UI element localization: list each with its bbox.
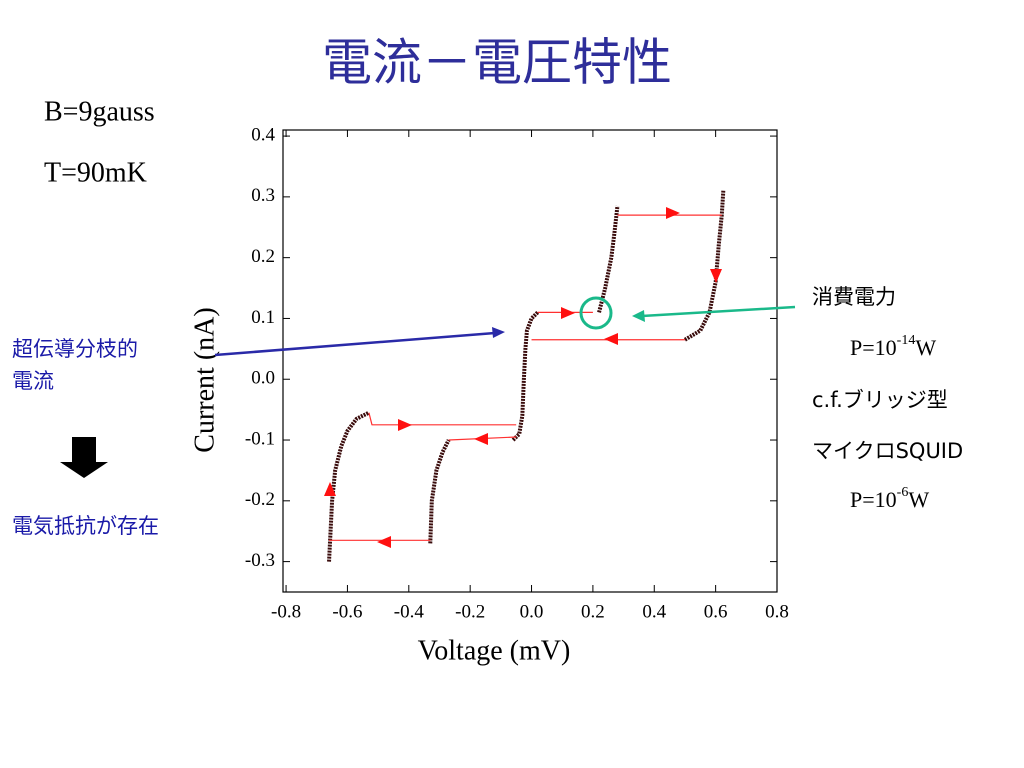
y-tick-label: 0.4 <box>251 124 275 145</box>
plot-frame <box>282 129 778 593</box>
arrowhead <box>398 419 412 431</box>
power-exp: -6 <box>897 485 909 500</box>
y-tick-label: -0.2 <box>245 489 275 510</box>
arrowhead <box>666 207 680 219</box>
x-tick-label: 0.6 <box>704 601 728 622</box>
pointer-head <box>632 310 645 322</box>
compare: マイクロSQUID <box>812 439 963 463</box>
x-axis-label: Voltage (mV) <box>418 635 571 666</box>
power-base: P=10 <box>850 335 897 360</box>
arrowhead <box>604 333 618 345</box>
series-line <box>428 439 451 544</box>
x-tick-label: -0.4 <box>394 601 425 622</box>
highlight-circle <box>579 296 613 330</box>
pointer-line <box>214 331 496 357</box>
x-tick-label: 0.0 <box>520 601 544 622</box>
arrowhead <box>377 536 391 548</box>
y-tick-label: 0.3 <box>251 185 275 206</box>
power-value: P=10-6W <box>850 485 929 512</box>
power-unit: W <box>908 487 929 512</box>
x-tick-label: -0.8 <box>271 601 301 622</box>
branch-label: 電流 <box>12 369 54 393</box>
x-tick-label: 0.8 <box>765 601 789 622</box>
down-arrow <box>60 437 108 478</box>
y-axis-label: Current (nA) <box>189 307 220 452</box>
x-tick-label: -0.2 <box>455 601 485 622</box>
note: T=90mK <box>44 157 147 188</box>
series-line <box>327 410 370 562</box>
x-tick-label: 0.4 <box>642 601 666 622</box>
power-value: P=10-14W <box>850 333 936 360</box>
y-tick-label: -0.3 <box>245 550 275 571</box>
y-tick-label: 0.1 <box>251 307 275 328</box>
series-line <box>683 190 726 342</box>
series-line <box>511 310 540 442</box>
series-line <box>597 205 620 313</box>
y-tick-label: 0.2 <box>251 246 275 267</box>
branch-label: 超伝導分枝的 <box>12 337 138 361</box>
arrowhead <box>324 482 336 496</box>
power-title: 消費電力 <box>812 285 896 309</box>
power-base: P=10 <box>850 487 897 512</box>
y-tick-label: -0.1 <box>245 428 275 449</box>
x-tick-label: -0.6 <box>332 601 362 622</box>
pointer-head <box>492 327 505 338</box>
arrowhead <box>474 433 488 445</box>
slide-title: 電流－電圧特性 <box>322 34 672 92</box>
arrowhead <box>710 269 722 283</box>
arrowhead <box>561 307 575 319</box>
pointer-line <box>641 305 796 318</box>
compare: c.f.ブリッジ型 <box>812 388 948 412</box>
series-line <box>368 412 517 426</box>
x-tick-label: 0.2 <box>581 601 605 622</box>
plot: -0.3 -0.2 -0.1 0.0 0.1 0.2 0.3 0.4 -0.8 -0.6 -0.4 -… <box>245 124 789 622</box>
y-tick-label: 0.0 <box>251 368 275 389</box>
direction-arrows <box>324 207 722 548</box>
note: B=9gauss <box>44 96 155 127</box>
power-unit: W <box>915 335 936 360</box>
power-exp: -14 <box>897 333 916 348</box>
resistance-label: 電気抵抗が存在 <box>12 514 159 538</box>
